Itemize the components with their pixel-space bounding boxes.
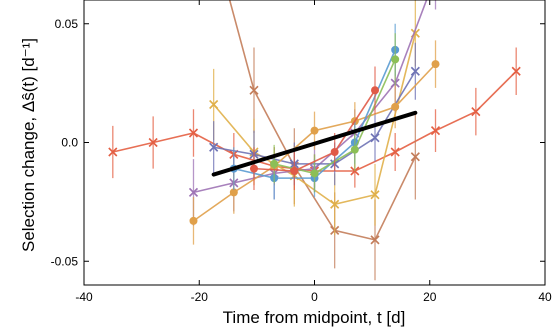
data-point bbox=[511, 66, 521, 76]
data-point bbox=[188, 128, 199, 138]
data-point bbox=[270, 159, 279, 168]
data-point bbox=[249, 164, 258, 173]
data-point bbox=[229, 188, 238, 197]
plot-area bbox=[108, 0, 521, 281]
data-point bbox=[330, 148, 339, 156]
data-point bbox=[430, 126, 441, 136]
data-point bbox=[310, 169, 319, 178]
data-point bbox=[188, 187, 199, 197]
data-point bbox=[410, 66, 420, 76]
data-point bbox=[350, 145, 359, 154]
y-axis-label: Selection change, Δŝ(t) [d⁻¹] bbox=[19, 38, 38, 252]
x-tick-label: 40 bbox=[538, 290, 552, 304]
x-tick-label: 20 bbox=[423, 290, 437, 304]
data-point bbox=[370, 235, 380, 245]
data-point bbox=[370, 133, 380, 143]
data-point bbox=[249, 85, 259, 95]
series-8 bbox=[249, 66, 380, 190]
x-tick-label: 0 bbox=[311, 290, 318, 304]
data-point bbox=[189, 216, 198, 225]
data-point bbox=[390, 147, 400, 157]
axis-ticks: -40 -20 0 20 40 -0.05 0.0 0.05 bbox=[51, 0, 552, 304]
data-point bbox=[290, 167, 299, 175]
data-point bbox=[431, 60, 440, 69]
data-point bbox=[371, 86, 380, 95]
x-tick-label: -20 bbox=[191, 290, 209, 304]
data-point bbox=[471, 107, 481, 117]
data-point bbox=[310, 126, 319, 135]
data-point bbox=[108, 147, 118, 157]
data-point bbox=[370, 190, 380, 200]
y-tick-label: 0.05 bbox=[55, 17, 79, 31]
data-point bbox=[391, 55, 400, 64]
x-tick-label: -40 bbox=[75, 290, 93, 304]
data-point bbox=[148, 137, 158, 148]
series-line bbox=[228, 0, 417, 241]
trend-line bbox=[211, 110, 418, 177]
y-tick-label: -0.05 bbox=[51, 254, 79, 268]
data-point bbox=[209, 99, 219, 110]
data-point bbox=[330, 199, 340, 209]
series-line bbox=[253, 89, 376, 172]
data-point bbox=[391, 102, 400, 111]
x-axis-label: Time from midpoint, t [d] bbox=[223, 308, 406, 327]
data-point bbox=[410, 152, 420, 162]
data-point bbox=[209, 142, 219, 152]
y-tick-label: 0.0 bbox=[61, 136, 78, 150]
